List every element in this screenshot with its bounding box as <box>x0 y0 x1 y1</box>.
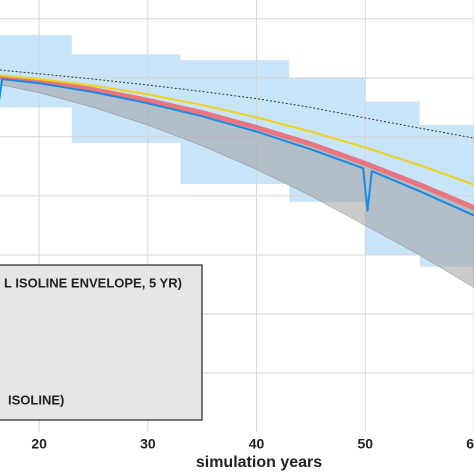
x-axis-label: simulation years <box>196 454 322 471</box>
legend: L ISOLINE ENVELOPE, 5 YR) ISOLINE) <box>0 264 203 421</box>
x-tick-label: 50 <box>357 436 373 452</box>
series-line <box>0 78 474 217</box>
x-tick-label: 60 <box>466 436 474 452</box>
x-tick-label: 20 <box>31 436 47 452</box>
legend-text: ISOLINE) <box>8 392 64 407</box>
legend-text: L ISOLINE ENVELOPE, 5 YR) <box>4 275 182 290</box>
plot-area <box>0 0 474 432</box>
x-tick-label: 40 <box>249 436 265 452</box>
series-line <box>0 69 474 139</box>
x-tick-label: 30 <box>140 436 156 452</box>
series-line <box>0 74 474 211</box>
legend-box <box>0 264 203 421</box>
series-line <box>0 74 474 186</box>
